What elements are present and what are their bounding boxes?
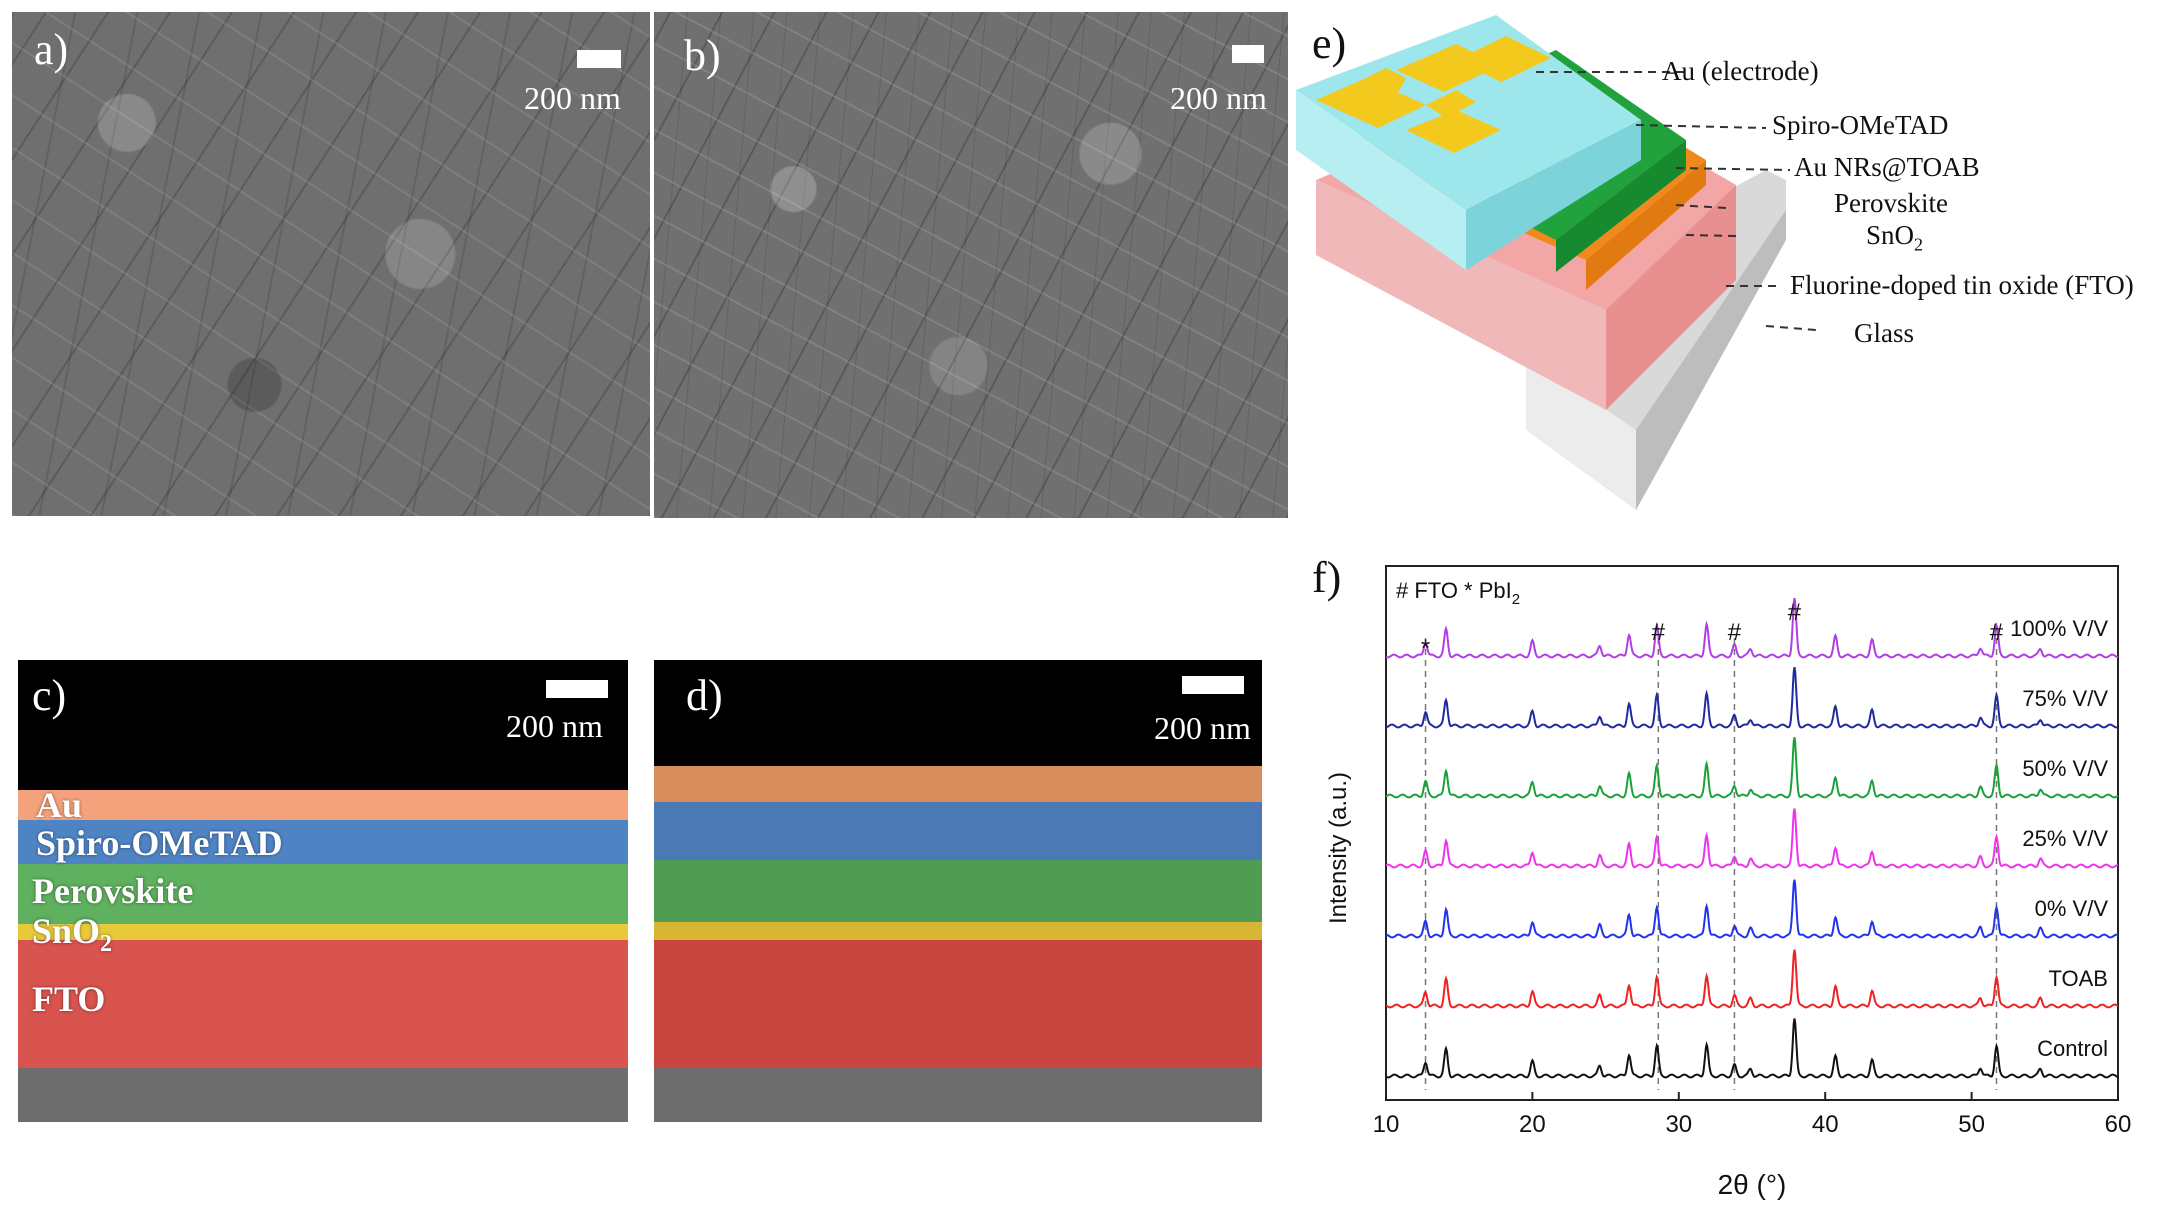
peak-marker: # [1788,599,1802,626]
substrate-layer [18,1068,628,1122]
cross-section-c: c) 200 nm Au Spiro-OMeTAD Perovskite SnO… [18,660,628,1122]
label-au: Au [36,785,83,825]
series-line [1385,949,2119,1009]
legend-text-main: # FTO * PbI [1396,578,1512,603]
xrd-series: 100% V/V 75% V/V 50% V/V 25% V/V 0% V/V TOAB C… [1385,597,2119,1079]
scale-text-b: 200 nm [1170,80,1267,116]
peak-markers: * # # # # [1421,599,2004,662]
legend-text-sub: 2 [1512,591,1520,608]
scale-text-c: 200 nm [506,708,603,744]
label-sno2: SnO2 [32,910,112,958]
series-line [1385,666,2119,729]
fto-layer [18,940,628,1068]
y-axis-label: Intensity (a.u.) [1325,772,1352,924]
substrate-layer-d [654,1068,1262,1122]
series-label: 50% V/V [2022,756,2108,781]
perovskite-layer [18,864,628,924]
au-layer-d [654,766,1262,802]
sem-image-a: a) 200 nm [12,12,650,516]
perovskite-layer-d [654,860,1262,922]
panel-label-b: b) [684,31,721,80]
scale-bar-c [546,680,608,698]
peak-marker: # [1652,619,1666,646]
scale-bar-b [1232,45,1264,63]
label-spiro: Spiro-OMeTAD [36,823,283,863]
device-label-aunrs: Au NRs@TOAB [1794,152,1980,182]
label-sno2-sub: 2 [100,931,113,958]
x-tick-label: 30 [1665,1111,1692,1138]
cross-section-d: d) 200 nm [654,660,1262,1122]
series-label: 75% V/V [2022,686,2108,711]
series-label: Control [2037,1036,2108,1061]
series-label: TOAB [2048,966,2108,991]
scale-text-a: 200 nm [524,80,621,116]
panel-label-c: c) [32,671,67,720]
panel-label-a: a) [34,25,69,74]
sno2-layer-d [654,922,1262,940]
series-line [1385,808,2119,869]
device-label-fto: Fluorine-doped tin oxide (FTO) [1790,270,2134,300]
x-axis-ticks: 10 20 30 40 50 60 [1373,1092,2132,1138]
label-perovskite: Perovskite [32,871,194,911]
device-label-perovskite: Perovskite [1834,188,1948,218]
series-line [1385,879,2119,939]
panel-label-e: e) [1312,19,1347,68]
peak-marker: # [1728,619,1742,646]
device-label-spiro: Spiro-OMeTAD [1772,110,1949,140]
scale-bar-a [577,50,621,68]
sno2-layer [18,924,628,940]
legend-text: # FTO * PbI2 [1396,578,1520,608]
x-tick-label: 60 [2105,1111,2132,1138]
device-label-au: Au (electrode) [1662,56,1819,86]
xrd-chart: 100% V/V 75% V/V 50% V/V 25% V/V 0% V/V TOAB C… [1325,565,2132,1200]
x-axis-label: 2θ (°) [1718,1169,1787,1200]
spiro-layer [18,820,628,864]
device-label-sno2: SnO2 [1866,220,1923,255]
au-layer [18,790,628,820]
panel-label-d: d) [686,671,723,720]
device-label-glass: Glass [1854,318,1914,348]
x-tick-label: 10 [1373,1111,1400,1138]
series-line [1385,1018,2119,1079]
x-tick-label: 50 [1958,1111,1985,1138]
series-label: 100% V/V [2010,616,2108,641]
series-line [1385,597,2119,659]
label-sno2-base: SnO [32,911,101,951]
series-line [1385,737,2119,799]
plot-frame [1385,565,2119,1101]
x-tick-label: 20 [1519,1111,1546,1138]
series-label: 25% V/V [2022,826,2108,851]
x-tick-label: 40 [1812,1111,1839,1138]
sem-image-b: b) 200 nm [654,12,1288,518]
au-electrodes [1316,36,1551,153]
device-label-sno2-sub: 2 [1914,234,1924,255]
scale-text-d: 200 nm [1154,710,1251,746]
peak-marker: * [1421,635,1430,662]
panel-label-f: f) [1312,553,1342,602]
leader-lines [1536,71,1817,331]
series-label: 0% V/V [2035,896,2109,921]
device-schematic [1296,15,1817,510]
scale-bar-d [1182,676,1244,694]
peak-marker: # [1990,619,2004,646]
label-fto: FTO [32,979,106,1019]
reference-lines [1424,638,1998,1090]
spiro-layer-d [654,802,1262,860]
device-label-sno2-base: SnO [1866,220,1915,250]
fto-layer-d [654,940,1262,1068]
